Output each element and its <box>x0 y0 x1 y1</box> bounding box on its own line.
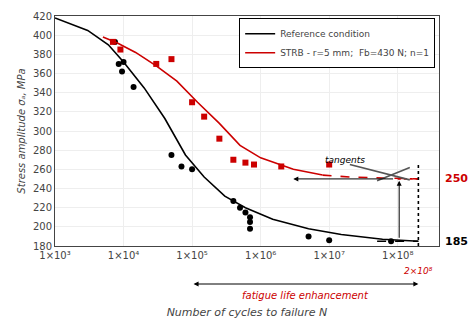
svg-text:300: 300 <box>33 126 52 137</box>
svg-text:280: 280 <box>33 145 52 156</box>
svg-text:200: 200 <box>33 221 52 232</box>
svg-text:220: 220 <box>33 202 52 213</box>
svg-text:1×10³: 1×10³ <box>39 250 70 261</box>
svg-text:Reference condition: Reference condition <box>280 29 370 39</box>
svg-text:380: 380 <box>33 49 52 60</box>
svg-text:1×10⁴: 1×10⁴ <box>108 250 139 261</box>
svg-text:180: 180 <box>33 241 52 252</box>
svg-text:Number of cycles to failure N: Number of cycles to failure N <box>167 306 328 319</box>
svg-text:1×10⁸: 1×10⁸ <box>382 250 413 261</box>
svg-text:320: 320 <box>33 106 52 117</box>
svg-text:fatigue life enhancement: fatigue life enhancement <box>242 290 369 301</box>
svg-text:240: 240 <box>33 183 52 194</box>
svg-text:1×10⁵: 1×10⁵ <box>176 250 207 261</box>
svg-text:Stress amplitude σₐ, MPa: Stress amplitude σₐ, MPa <box>16 68 27 193</box>
svg-text:tangents: tangents <box>325 155 365 165</box>
svg-text:400: 400 <box>33 30 52 41</box>
svg-text:1×10⁶: 1×10⁶ <box>245 250 276 261</box>
svg-text:360: 360 <box>33 68 52 79</box>
svg-text:420: 420 <box>33 11 52 22</box>
svg-text:STRB - r=5 mm; Fb=430 N; n=1: STRB - r=5 mm; Fb=430 N; n=1 <box>280 48 429 58</box>
svg-text:185: 185 <box>445 235 468 248</box>
svg-text:250: 250 <box>445 172 468 185</box>
svg-text:340: 340 <box>33 87 52 98</box>
svg-text:2×10⁸: 2×10⁸ <box>404 266 433 276</box>
svg-text:260: 260 <box>33 164 52 175</box>
svg-text:1×10⁷: 1×10⁷ <box>313 250 344 261</box>
